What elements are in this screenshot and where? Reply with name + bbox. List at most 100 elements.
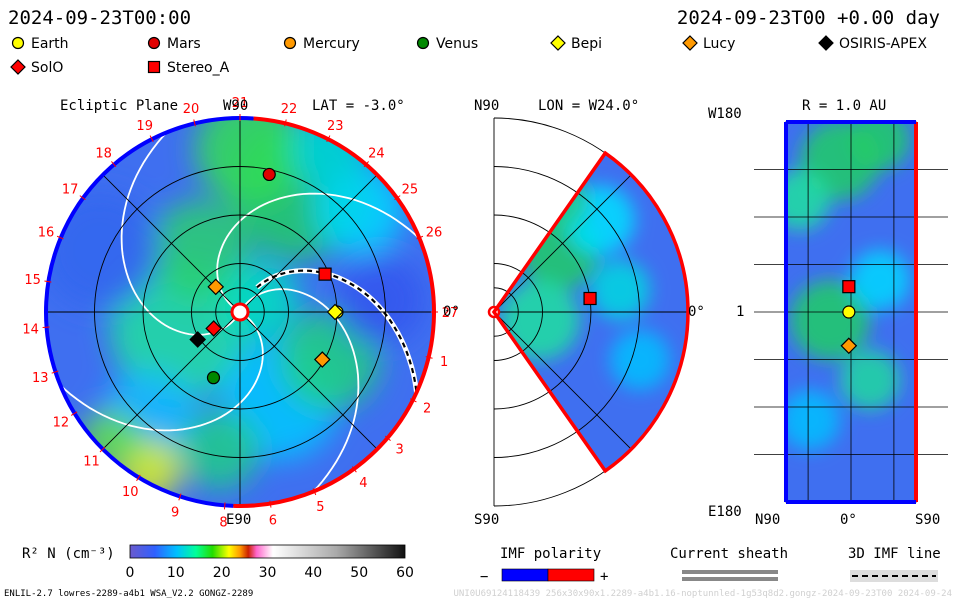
sector-number-24: 24 — [368, 146, 385, 161]
sector-tick — [111, 161, 117, 168]
sector-number-27: 27 — [442, 306, 459, 321]
sector-number-19: 19 — [136, 119, 153, 134]
legend-label-mars: Mars — [167, 36, 201, 52]
legend-marker-mars — [147, 36, 161, 50]
radial-mid-left-label: 1 — [736, 304, 744, 320]
imf-spiral-line — [243, 288, 360, 506]
ecliptic-lat-label: LAT = -3.0° — [312, 98, 405, 114]
legend-label-solo: SolO — [31, 60, 63, 76]
ecliptic-body-stereo_a — [318, 267, 332, 281]
ecliptic-right-label: 0° — [443, 304, 460, 320]
sector-number-21: 21 — [232, 96, 249, 111]
current-sheath-title: Current sheath — [670, 546, 788, 562]
radial-top-left-label: W180 — [708, 106, 742, 122]
radial-body-lucy — [840, 337, 858, 355]
colorbar-tick-30: 30 — [259, 565, 277, 581]
imf-spiral-line — [216, 192, 434, 309]
meridional-panel: N90 LON = W24.0° S90 0° — [474, 98, 705, 528]
ecliptic-top-label: W90 — [223, 98, 248, 114]
sector-number-25: 25 — [402, 183, 419, 198]
legend-label-mercury: Mercury — [303, 36, 360, 52]
sector-tick — [384, 435, 391, 441]
sector-number-8: 8 — [219, 515, 227, 530]
legend-marker-stereo_a — [147, 60, 161, 74]
sector-number-4: 4 — [359, 476, 367, 491]
sector-tick — [312, 488, 317, 496]
sector-tick — [178, 493, 182, 501]
sector-tick — [351, 466, 357, 473]
colorbar-tick-10: 10 — [167, 565, 185, 581]
imf-polarity-rim — [43, 116, 254, 508]
sector-tick — [363, 161, 369, 168]
legend-marker-venus — [416, 36, 430, 50]
sector-tick — [284, 119, 287, 127]
sector-tick — [56, 235, 64, 240]
legend-label-lucy: Lucy — [703, 36, 735, 52]
legend-marker-solo — [10, 59, 26, 75]
legend-label-stereo_a: Stereo_A — [167, 60, 230, 76]
colorbar-tick-0: 0 — [126, 565, 135, 581]
colorbar-tick-60: 60 — [396, 565, 414, 581]
imf-positive-swatch — [547, 568, 595, 582]
current-sheath-swatch-top — [682, 570, 778, 574]
sector-number-5: 5 — [316, 500, 324, 515]
sector-number-20: 20 — [183, 102, 200, 117]
sector-number-3: 3 — [396, 442, 404, 457]
sector-tick — [79, 195, 86, 201]
imf-minus-label: − — [480, 569, 488, 585]
legend: Earth Mars Mercury Venus Bepi Lucy OSIRIS-APEX… — [10, 35, 927, 76]
ecliptic-body-lucy_2 — [313, 351, 331, 368]
meridional-right-label: 0° — [688, 304, 705, 320]
sector-number-17: 17 — [62, 183, 79, 198]
colorbar-gradient — [129, 544, 406, 559]
sector-tick — [136, 474, 141, 482]
legend-label-venus: Venus — [436, 36, 478, 52]
imf-negative-swatch — [501, 568, 549, 582]
current-sheath-swatch-bottom — [682, 577, 778, 581]
imf-polarity-title: IMF polarity — [500, 546, 601, 562]
legend-marker-bepi — [550, 35, 566, 51]
meridional-bottom-label: S90 — [474, 512, 499, 528]
meridional-lon-label: LON = W24.0° — [538, 98, 639, 114]
legend-marker-osiris-apex — [818, 35, 834, 51]
date-left: 2024-09-23T00:00 — [8, 7, 191, 29]
radial-body-stereo_a — [842, 280, 856, 294]
sector-number-26: 26 — [426, 226, 443, 241]
footer-left: ENLIL-2.7 lowres-2289-a4b1 WSA_V2.2 GONG… — [4, 589, 253, 599]
legend-label-earth: Earth — [31, 36, 69, 52]
imf-polarity-rim — [233, 116, 436, 508]
sector-number-11: 11 — [83, 455, 100, 470]
sector-tick — [269, 500, 272, 508]
imf-polarity-legend: IMF polarity − + — [480, 546, 608, 585]
ecliptic-bottom-label: E90 — [226, 512, 251, 528]
sector-tick — [326, 135, 331, 143]
legend-label-bepi: Bepi — [571, 36, 602, 52]
sector-tick — [223, 502, 226, 510]
sector-tick — [409, 398, 417, 403]
ecliptic-body-lucy — [207, 278, 225, 296]
sector-tick — [99, 446, 106, 453]
imf-spiral-line — [46, 315, 264, 432]
sector-number-6: 6 — [269, 513, 277, 528]
colorbar-tick-40: 40 — [304, 565, 322, 581]
legend-marker-mercury — [283, 36, 297, 50]
sector-tick — [51, 370, 59, 374]
sector-number-14: 14 — [22, 323, 39, 338]
radial-bottom-label-s90: S90 — [915, 512, 940, 528]
sector-number-1: 1 — [440, 355, 448, 370]
date-right: 2024-09-23T00 +0.00 day — [677, 7, 940, 29]
sector-number-10: 10 — [122, 485, 139, 500]
sector-tick — [193, 119, 196, 127]
sector-number-15: 15 — [24, 273, 41, 288]
sector-number-13: 13 — [32, 371, 49, 386]
sector-number-12: 12 — [53, 416, 70, 431]
radial-bottom-label-0: 0° — [840, 512, 857, 528]
radial-bottom-label-n90: N90 — [755, 512, 780, 528]
sector-tick — [70, 411, 78, 416]
legend-label-osiris-apex: OSIRIS-APEX — [839, 36, 927, 52]
radial-bottom-left-label: E180 — [708, 504, 742, 520]
colorbar-tick-50: 50 — [350, 565, 368, 581]
sector-number-23: 23 — [327, 119, 344, 134]
